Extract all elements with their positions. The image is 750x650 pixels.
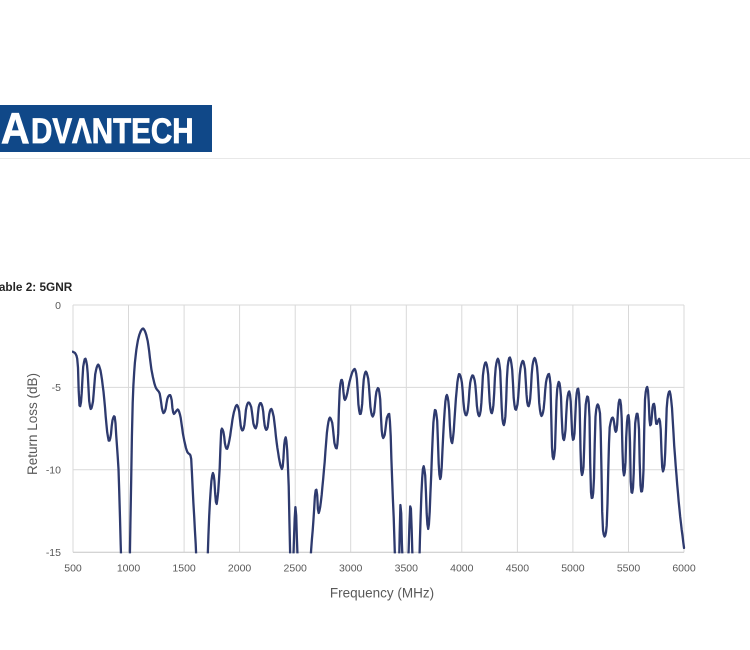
svg-text:3000: 3000 [339, 563, 363, 575]
svg-text:4500: 4500 [506, 563, 530, 575]
svg-text:2500: 2500 [284, 563, 308, 575]
svg-text:500: 500 [64, 563, 82, 575]
svg-text:-15: -15 [46, 547, 61, 559]
svg-text:-10: -10 [46, 465, 61, 477]
svg-text:1500: 1500 [172, 563, 196, 575]
svg-text:4000: 4000 [450, 563, 474, 575]
svg-text:3500: 3500 [395, 563, 419, 575]
svg-text:0: 0 [55, 300, 61, 312]
svg-text:Frequency (MHz): Frequency (MHz) [330, 586, 434, 601]
svg-text:5000: 5000 [561, 563, 585, 575]
svg-text:Return Loss (dB): Return Loss (dB) [25, 373, 40, 475]
svg-text:1000: 1000 [117, 563, 141, 575]
svg-text:6000: 6000 [672, 563, 696, 575]
svg-text:-5: -5 [52, 382, 61, 394]
svg-text:5500: 5500 [617, 563, 641, 575]
svg-text:2000: 2000 [228, 563, 252, 575]
